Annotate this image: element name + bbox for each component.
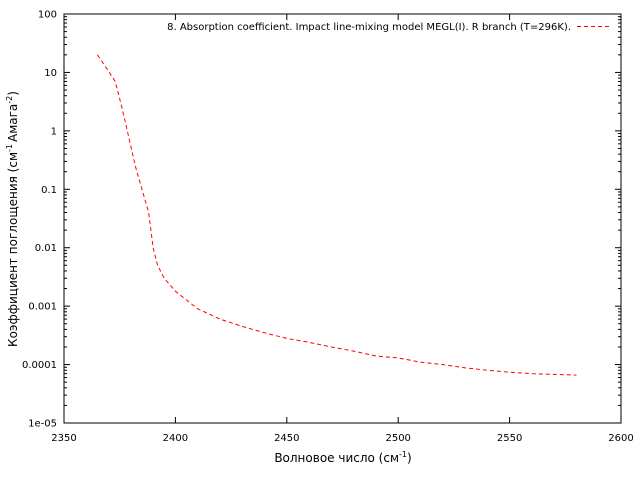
y-axis-label: Коэффициент поглощения (см-1Амага-2) [5, 91, 20, 347]
y-tick-label: 1 [51, 126, 57, 137]
x-tick-label: 2450 [274, 433, 299, 444]
x-tick-label: 2350 [51, 433, 76, 444]
y-tick-label: 1e-05 [28, 419, 57, 430]
y-tick-label: 0.1 [41, 185, 57, 196]
y-tick-label: 0.001 [28, 302, 57, 313]
x-tick-labels: 2350 2400 2450 2500 2550 2600 [51, 433, 633, 444]
plot-frame [63, 13, 622, 424]
y-tick-label: 100 [38, 10, 57, 21]
x-tick-label: 2500 [385, 433, 410, 444]
x-axis-label: Волновое число (см-1) [274, 450, 411, 465]
series-line [97, 54, 577, 376]
y-tick-label: 10 [44, 68, 57, 79]
axis-ticks [63, 13, 622, 424]
y-tick-label: 0.01 [35, 243, 57, 254]
x-tick-label: 2600 [608, 433, 633, 444]
x-tick-label: 2400 [163, 433, 188, 444]
x-tick-label: 2550 [497, 433, 522, 444]
y-tick-labels: 1e-05 0.0001 0.001 0.01 0.1 1 10 100 [22, 10, 57, 430]
legend-label: 8. Absorption coefficient. Impact line-m… [167, 22, 571, 33]
y-tick-label: 0.0001 [22, 360, 57, 371]
